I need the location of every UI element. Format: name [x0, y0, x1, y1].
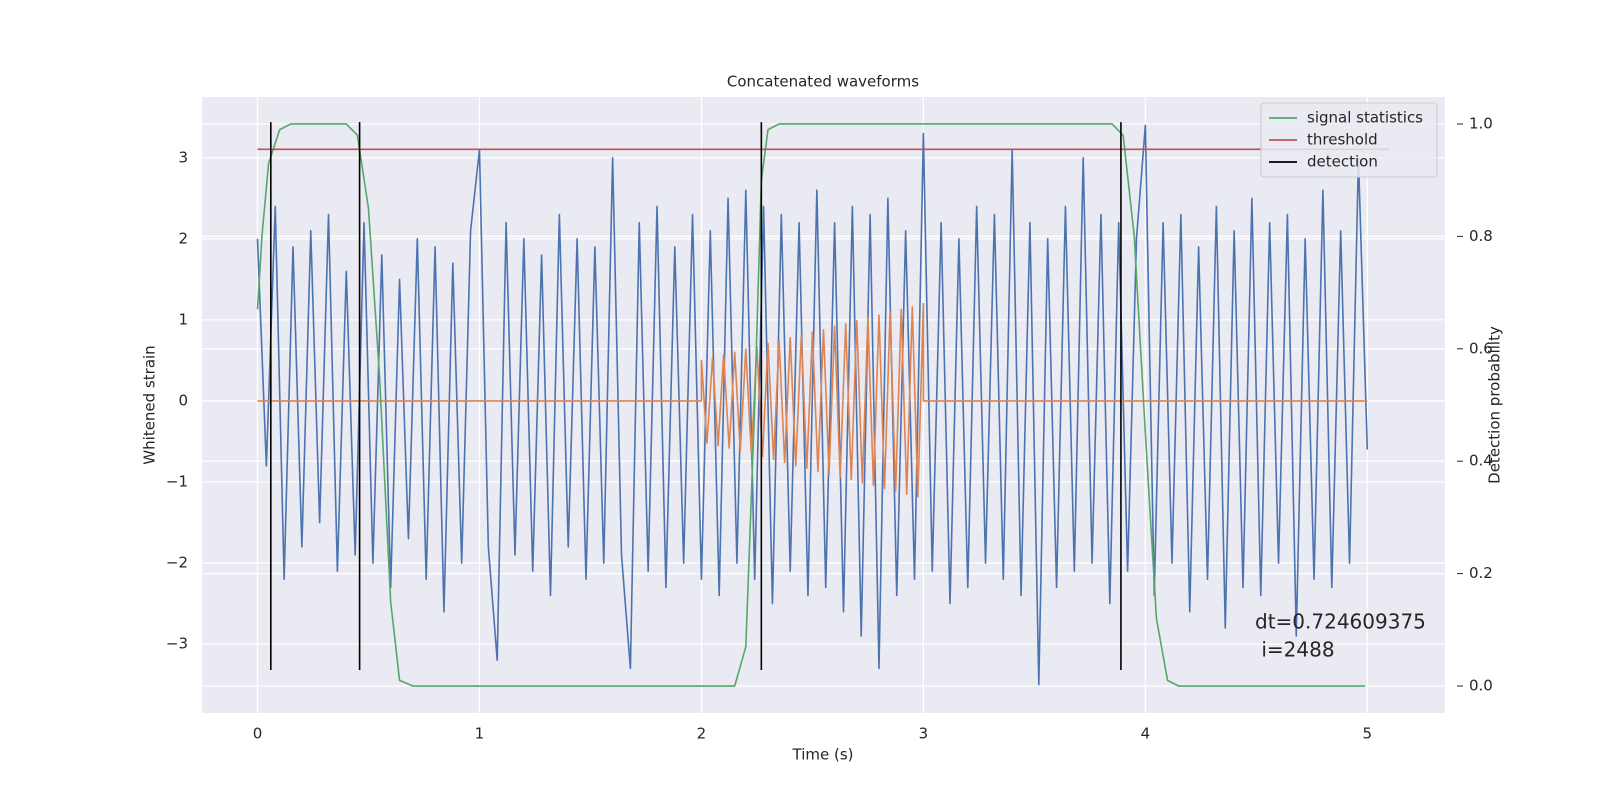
chart-title: Concatenated waveforms	[727, 73, 919, 91]
x-tick-label: 2	[697, 725, 707, 743]
y-tick-label: 2	[178, 229, 188, 247]
annotation: dt=0.724609375	[1255, 610, 1426, 634]
y-tick-label: −1	[166, 473, 188, 491]
y2-tick-label: 0.4	[1469, 452, 1493, 470]
annotation: i=2488	[1255, 638, 1335, 662]
legend-label: detection	[1307, 153, 1378, 171]
x-tick-label: 4	[1141, 725, 1151, 743]
y2-tick-label: 0.2	[1469, 564, 1493, 582]
series-line	[256, 124, 1369, 686]
x-tick-label: 3	[919, 725, 929, 743]
marks	[256, 122, 1390, 687]
series-line	[257, 302, 1368, 498]
legend: signal statistics threshold detection	[1260, 102, 1438, 178]
labels: 0 1 2 3 4 5 −3 −2 −1 0 1 2 3 0.0 0.2 0.4 0.6 0.8 1.0	[166, 114, 1493, 742]
x-tick-label: 5	[1363, 725, 1373, 743]
y-tick-label: 3	[178, 148, 188, 166]
y2-tick-label: 0.8	[1469, 227, 1493, 245]
x-axis-label: Time (s)	[792, 746, 854, 764]
y2-tick-label: 0.6	[1469, 339, 1493, 357]
legend-label: signal statistics	[1307, 109, 1423, 127]
y2-axis-label: Detection probability	[1486, 326, 1504, 484]
series-line	[270, 122, 1122, 671]
y-tick-label: 1	[178, 310, 188, 328]
y2-tick-label: 0.0	[1469, 677, 1493, 695]
y-axis-label: Whitened strain	[141, 345, 159, 464]
y-tick-label: 0	[178, 391, 188, 409]
x-tick-label: 1	[475, 725, 485, 743]
y2-tick-label: 1.0	[1469, 114, 1493, 132]
y-tick-label: −2	[166, 554, 188, 572]
legend-label: threshold	[1307, 131, 1378, 149]
series-line	[256, 123, 1366, 687]
legend-box	[1260, 102, 1438, 178]
x-tick-label: 0	[253, 725, 263, 743]
y-tick-label: −3	[166, 635, 188, 653]
